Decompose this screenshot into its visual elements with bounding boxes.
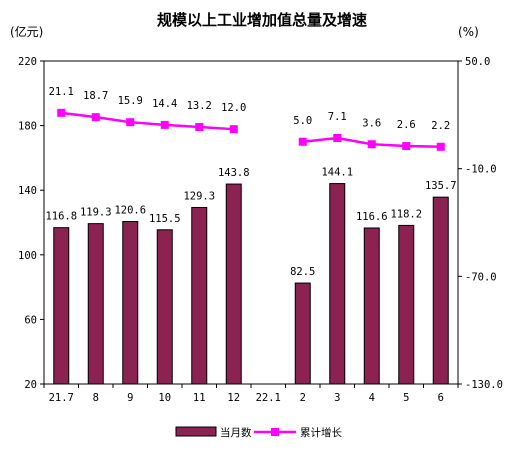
legend-label-line: 累计增长 — [300, 426, 342, 439]
left-axis-tick-label: 140 — [18, 185, 37, 197]
right-axis-tick-label: -130.0 — [465, 379, 503, 391]
bar-data-label: 143.8 — [218, 167, 250, 179]
x-axis-tick-label: 4 — [369, 392, 375, 404]
line-point — [402, 142, 411, 151]
bar — [432, 196, 449, 385]
line-data-label: 2.6 — [397, 119, 416, 131]
line-data-label: 14.4 — [152, 98, 177, 110]
x-axis-tick-label: 5 — [403, 392, 409, 404]
right-axis-tick-label: 50.0 — [465, 56, 490, 68]
growth-line — [61, 111, 234, 131]
bar — [156, 229, 173, 385]
bar-data-label: 135.7 — [425, 180, 457, 192]
line-point — [195, 123, 204, 132]
left-axis-tick-label: 100 — [18, 250, 37, 262]
left-axis-tick-label: 60 — [24, 314, 37, 326]
x-axis-tick-label: 21.7 — [49, 392, 74, 404]
bar — [363, 227, 380, 385]
right-axis-tick-label: -70.0 — [465, 271, 497, 283]
bar-data-label: 129.3 — [183, 190, 215, 202]
left-axis-tick-label: 20 — [24, 379, 37, 391]
x-axis-tick-label: 3 — [334, 392, 340, 404]
bar-data-label: 116.6 — [356, 211, 388, 223]
x-axis-tick-label: 9 — [127, 392, 133, 404]
line-point — [436, 142, 445, 151]
bar — [398, 224, 415, 385]
bar — [87, 223, 104, 385]
x-axis-tick-label: 10 — [158, 392, 171, 404]
line-data-label: 18.7 — [83, 90, 108, 102]
line-data-label: 15.9 — [118, 95, 143, 107]
legend-swatch-bar — [175, 426, 217, 437]
line-point — [298, 137, 307, 146]
bar-data-label: 115.5 — [149, 213, 181, 225]
line-data-label: 3.6 — [362, 117, 381, 129]
plot-area: 20 60 100 140 180 220 50.0 -10.0 -70.0 -130.0 21.7… — [18, 56, 503, 404]
line-data-label: 13.2 — [187, 100, 212, 112]
line-data-label: 12.0 — [221, 102, 246, 114]
bar — [225, 183, 242, 385]
legend-label-bar: 当月数 — [220, 426, 252, 439]
bar-data-label: 82.5 — [290, 266, 315, 278]
bar — [122, 221, 139, 385]
right-axis-unit: (%) — [458, 25, 479, 39]
left-axis-tick-label: 180 — [18, 121, 37, 133]
x-axis-tick-label: 11 — [193, 392, 206, 404]
line-data-label: 21.1 — [49, 86, 74, 98]
x-axis-tick-label: 6 — [438, 392, 444, 404]
x-axis-tick-label: 12 — [227, 392, 240, 404]
x-axis-tick-label: 22.1 — [256, 392, 281, 404]
legend-swatch-marker — [271, 428, 279, 436]
bar — [329, 183, 346, 385]
right-axis-tick-label: -10.0 — [465, 164, 497, 176]
bar-data-label: 118.2 — [390, 208, 422, 220]
x-axis-tick-label: 8 — [93, 392, 99, 404]
line-point — [229, 125, 238, 134]
bar-data-label: 119.3 — [80, 207, 112, 219]
legend: 当月数 累计增长 — [175, 426, 342, 439]
bar-data-label: 116.8 — [45, 211, 77, 223]
line-point — [367, 140, 376, 149]
bar — [191, 206, 208, 385]
line-data-label: 5.0 — [293, 115, 312, 127]
left-axis-unit: (亿元) — [10, 24, 43, 39]
line-data-label: 7.1 — [328, 111, 347, 123]
bar — [53, 227, 70, 385]
plot-frame — [43, 60, 459, 385]
x-axis-tick-label: 2 — [300, 392, 306, 404]
bar-data-label: 144.1 — [321, 167, 353, 179]
line-point — [333, 133, 342, 142]
line-point — [91, 113, 100, 122]
bar — [294, 282, 311, 385]
bar-data-label: 120.6 — [114, 205, 146, 217]
line-point — [57, 108, 66, 117]
chart-title: 规模以上工业增加值总量及增速 — [157, 11, 367, 29]
left-axis-tick-label: 220 — [18, 56, 37, 68]
line-data-label: 2.2 — [431, 120, 450, 132]
line-point — [160, 120, 169, 129]
line-point — [126, 118, 135, 127]
